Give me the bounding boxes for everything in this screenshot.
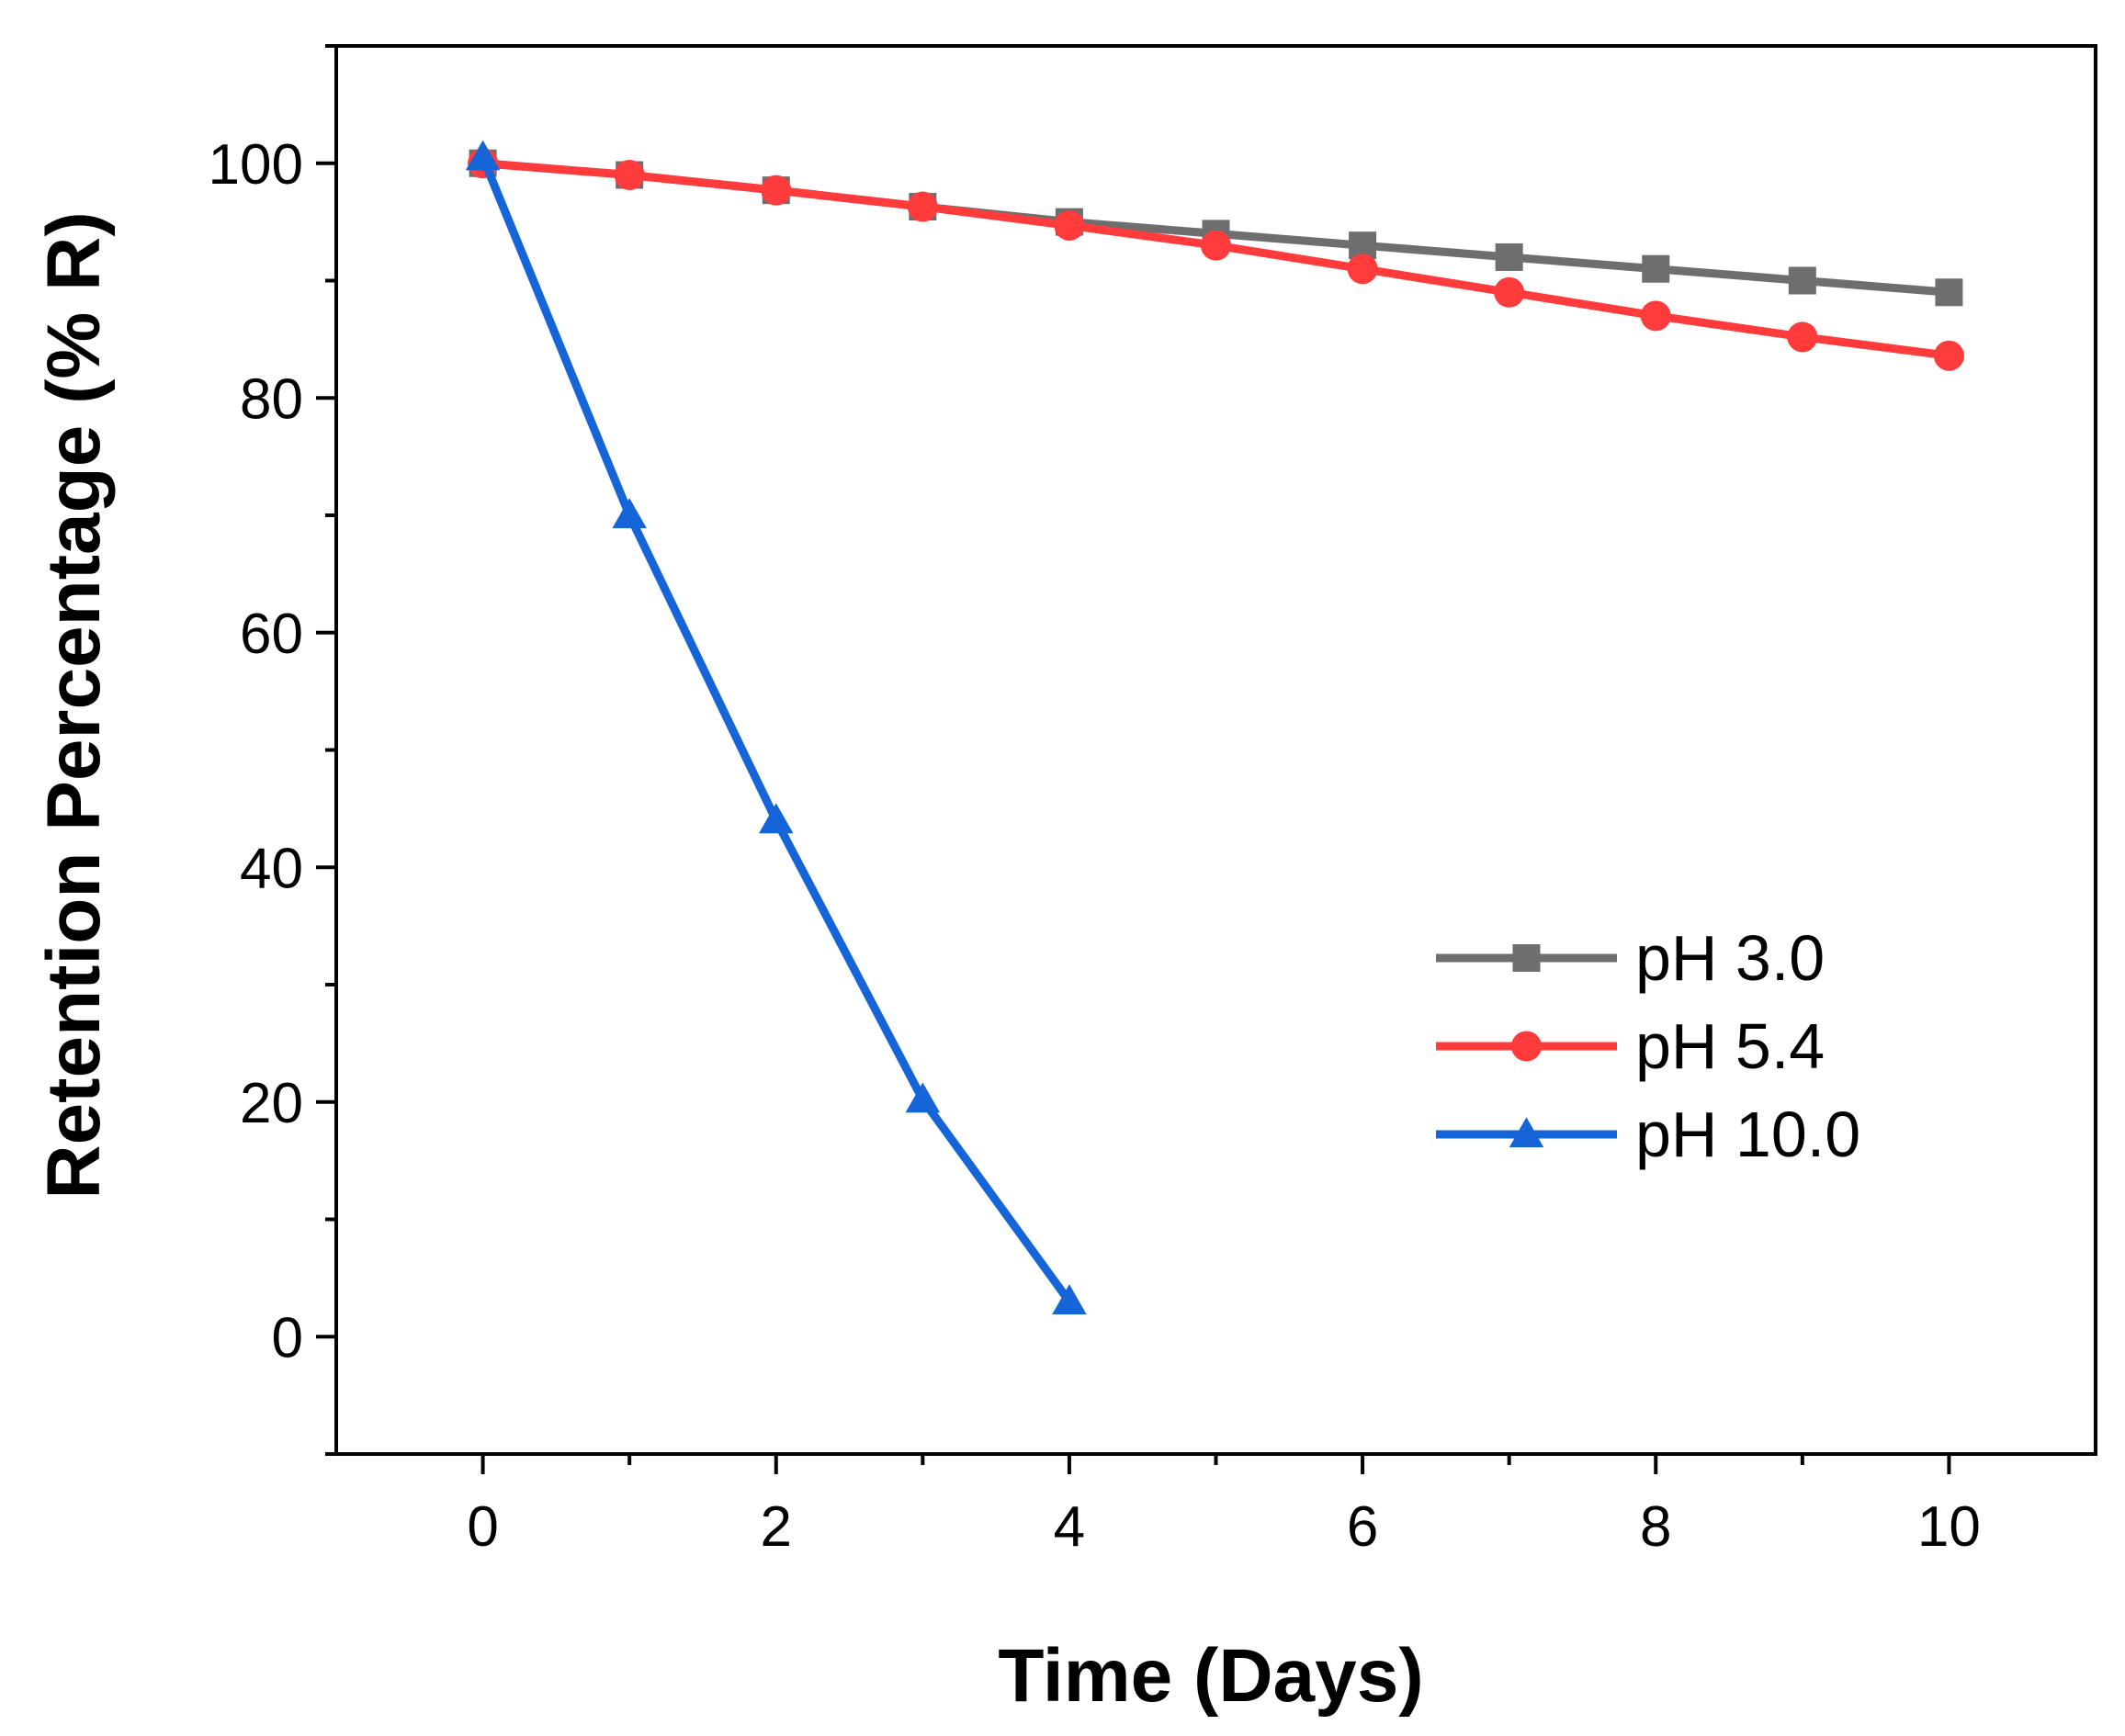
series-triangle bbox=[465, 140, 1087, 1314]
data-point bbox=[1642, 254, 1670, 283]
y-axis-title: Retention Percentage (% R) bbox=[32, 211, 116, 1199]
data-point bbox=[761, 175, 792, 206]
data-point bbox=[465, 140, 501, 171]
x-tick-label: 2 bbox=[761, 1495, 792, 1559]
x-tick-label: 10 bbox=[1917, 1495, 1981, 1559]
series-line bbox=[479, 155, 1073, 1304]
x-tick-label: 6 bbox=[1347, 1495, 1378, 1559]
y-tick-label: 80 bbox=[240, 367, 303, 431]
legend-item: pH 10.0 bbox=[1436, 1099, 1860, 1170]
data-point bbox=[1495, 242, 1523, 271]
legend-marker bbox=[1512, 944, 1541, 972]
data-point bbox=[1494, 276, 1525, 308]
x-tick-label: 0 bbox=[467, 1495, 498, 1559]
legend-item: pH 5.4 bbox=[1436, 1010, 1825, 1082]
y-tick-label: 20 bbox=[240, 1072, 303, 1135]
y-tick-label: 100 bbox=[209, 133, 303, 197]
data-point bbox=[1201, 230, 1231, 261]
legend-label: pH 5.4 bbox=[1635, 1010, 1825, 1082]
series-circle bbox=[468, 148, 1964, 371]
data-point bbox=[1640, 300, 1671, 332]
series-square bbox=[469, 149, 1963, 307]
y-tick-label: 0 bbox=[272, 1306, 303, 1370]
data-point bbox=[614, 160, 645, 191]
data-point bbox=[1933, 340, 1964, 371]
x-tick-label: 8 bbox=[1640, 1495, 1671, 1559]
data-point bbox=[907, 191, 938, 222]
legend: pH 3.0 pH 5.4 pH 10.0 bbox=[1436, 922, 1860, 1170]
y-tick-label: 40 bbox=[240, 837, 303, 900]
data-point bbox=[1788, 266, 1816, 295]
data-point bbox=[905, 1082, 941, 1113]
data-point bbox=[1052, 1284, 1087, 1314]
x-axis-title: Time (Days) bbox=[998, 1634, 1423, 1718]
y-tick-label: 60 bbox=[240, 603, 303, 666]
legend-label: pH 10.0 bbox=[1635, 1099, 1860, 1170]
legend-item: pH 3.0 bbox=[1436, 922, 1825, 994]
legend-label: pH 3.0 bbox=[1635, 922, 1825, 994]
legend-marker bbox=[1511, 1031, 1542, 1062]
data-point bbox=[1935, 278, 1963, 307]
legend-marker bbox=[1509, 1117, 1544, 1148]
data-point bbox=[759, 803, 794, 834]
data-point bbox=[1347, 254, 1378, 285]
series-layer bbox=[465, 140, 1964, 1314]
data-point bbox=[1787, 321, 1818, 353]
data-point bbox=[1054, 209, 1085, 241]
data-point bbox=[612, 498, 647, 529]
x-tick-label: 4 bbox=[1054, 1495, 1085, 1559]
